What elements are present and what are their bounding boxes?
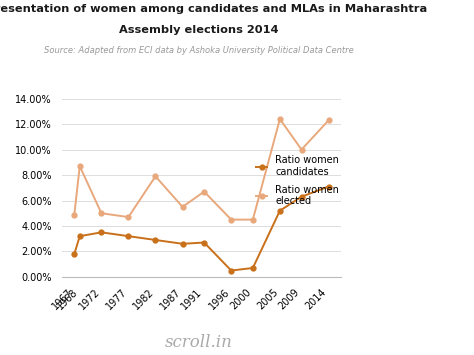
Ratio women
candidates — [201, 240, 207, 245]
Text: Source: Adapted from ECI data by Ashoka University Political Data Centre: Source: Adapted from ECI data by Ashoka … — [44, 46, 354, 55]
Text: scroll.in: scroll.in — [165, 334, 233, 351]
Legend: Ratio women
candidates, Ratio women
elected: Ratio women candidates, Ratio women elec… — [253, 153, 342, 209]
Ratio women
candidates — [99, 230, 104, 234]
Ratio women
candidates — [228, 268, 234, 273]
Ratio women
elected — [277, 117, 283, 121]
Ratio women
candidates — [299, 195, 304, 199]
Ratio women
candidates — [277, 209, 283, 213]
Text: Representation of women among candidates and MLAs in Maharashtra: Representation of women among candidates… — [0, 4, 428, 13]
Ratio women
elected — [299, 147, 304, 152]
Line: Ratio women
candidates: Ratio women candidates — [72, 184, 331, 273]
Ratio women
elected — [126, 215, 131, 219]
Ratio women
candidates — [153, 238, 158, 242]
Ratio women
candidates — [250, 266, 255, 270]
Ratio women
elected — [72, 212, 77, 217]
Ratio women
candidates — [72, 252, 77, 256]
Ratio women
elected — [201, 190, 207, 194]
Ratio women
elected — [228, 218, 234, 222]
Ratio women
elected — [77, 164, 82, 168]
Ratio women
candidates — [77, 234, 82, 238]
Ratio women
elected — [180, 205, 185, 209]
Text: Assembly elections 2014: Assembly elections 2014 — [119, 25, 279, 35]
Ratio women
elected — [153, 174, 158, 179]
Line: Ratio women
elected: Ratio women elected — [72, 116, 331, 222]
Ratio women
candidates — [326, 184, 331, 189]
Ratio women
elected — [99, 211, 104, 215]
Ratio women
elected — [250, 218, 255, 222]
Ratio women
candidates — [126, 234, 131, 238]
Ratio women
elected — [326, 118, 331, 122]
Ratio women
candidates — [180, 242, 185, 246]
